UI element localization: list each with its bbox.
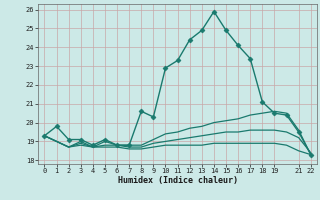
X-axis label: Humidex (Indice chaleur): Humidex (Indice chaleur) <box>118 176 238 185</box>
